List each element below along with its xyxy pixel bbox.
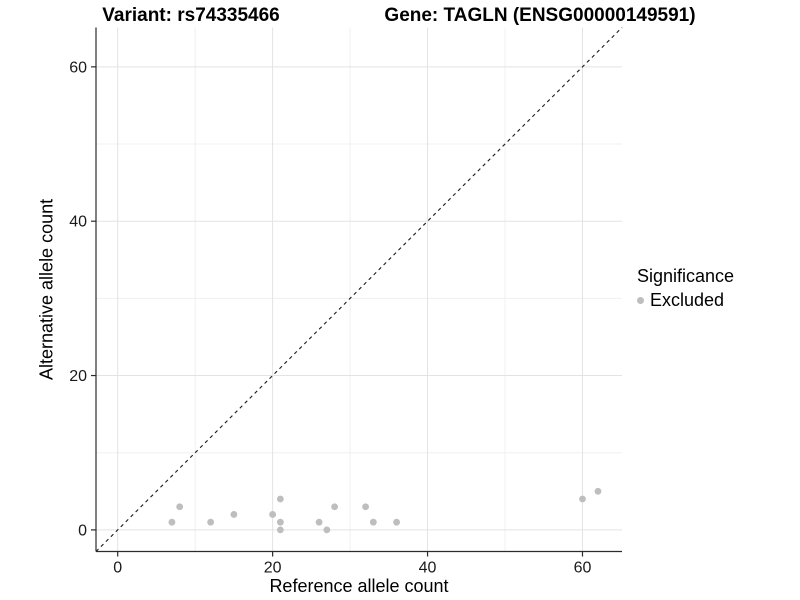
y-tick-label: 20 xyxy=(69,368,87,385)
x-tick-label: 20 xyxy=(264,560,282,577)
legend: Significance Excluded xyxy=(637,266,734,311)
legend-item-excluded: Excluded xyxy=(637,290,734,311)
x-axis-title: Reference allele count xyxy=(269,576,449,596)
legend-item-label: Excluded xyxy=(650,290,725,310)
data-point xyxy=(594,487,602,495)
data-point xyxy=(230,511,238,518)
data-point xyxy=(331,503,338,511)
plot-title-variant: Variant: rs74335466 xyxy=(102,5,280,26)
data-point xyxy=(393,518,400,526)
legend-title: Significance xyxy=(637,266,735,286)
x-tick-label: 0 xyxy=(113,560,122,577)
data-point xyxy=(315,518,323,526)
data-point xyxy=(276,518,284,526)
data-point xyxy=(207,518,215,526)
identity-line xyxy=(95,27,623,552)
plot-title-gene: Gene: TAGLN (ENSG00000149591) xyxy=(384,5,696,26)
data-point xyxy=(168,518,176,526)
data-point xyxy=(362,503,369,511)
y-tick-label: 40 xyxy=(69,214,87,231)
y-axis-title: Alternative allele count xyxy=(36,198,57,381)
x-tick-label: 40 xyxy=(419,560,437,577)
data-point xyxy=(369,518,377,526)
legend-marker-circle-icon xyxy=(637,297,644,304)
data-point xyxy=(269,511,277,518)
y-tick-label: 60 xyxy=(69,59,87,76)
x-tick-label: 60 xyxy=(574,560,592,577)
data-point xyxy=(276,495,284,503)
data-point xyxy=(323,526,331,534)
data-point xyxy=(176,503,184,511)
data-point xyxy=(579,495,586,503)
data-point xyxy=(276,526,284,534)
y-tick-label: 0 xyxy=(78,522,87,539)
